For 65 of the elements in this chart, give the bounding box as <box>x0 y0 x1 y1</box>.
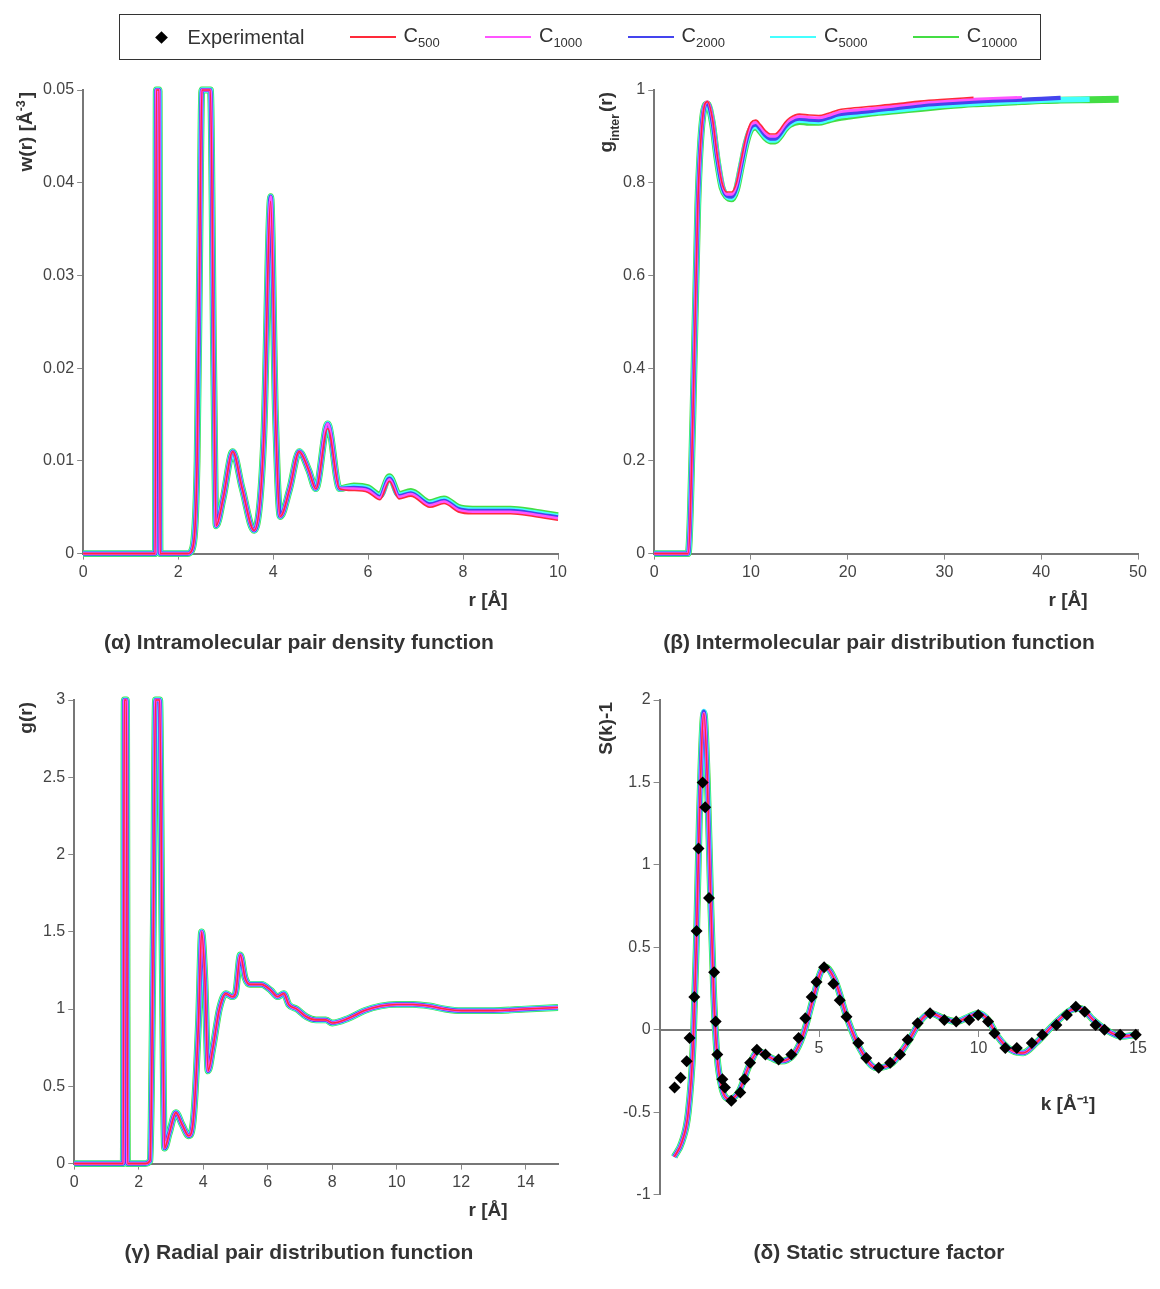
x-axis-title: r [Å] <box>1048 588 1088 610</box>
y-tick-label: 2.5 <box>42 767 66 785</box>
legend-label: C$_{10000}$ <box>966 24 1018 50</box>
y-tick-label: 2 <box>641 690 651 708</box>
x-tick-label: 10 <box>742 562 760 580</box>
y-tick-label: 0.02 <box>43 358 75 376</box>
legend-label: C$_{500}$ <box>403 24 440 50</box>
y-tick-label: 0 <box>641 1020 651 1038</box>
x-axis-title: k [Å⁻¹] <box>1040 1092 1096 1114</box>
y-tick-label: 3 <box>56 690 66 708</box>
y-tick-label: 0 <box>56 1154 66 1172</box>
y-tick-label: -0.5 <box>622 1102 651 1120</box>
y-tick-label: 1.5 <box>42 922 66 940</box>
y-tick-label: 0.01 <box>43 451 75 469</box>
y-axis-title: g(r) <box>15 702 36 734</box>
y-tick-label: 0.2 <box>622 451 646 469</box>
legend-label: C$_{2000}$ <box>681 24 725 50</box>
y-tick-label: 1 <box>636 80 646 98</box>
y-tick-label: 0.04 <box>43 173 75 191</box>
text: (β) Intermolecular pair distribution function <box>663 630 1095 654</box>
x-tick-label: 15 <box>1129 1038 1147 1056</box>
x-tick-label: 10 <box>387 1172 406 1190</box>
x-tick-label: 30 <box>935 562 954 580</box>
x-tick-label: 2 <box>134 1172 144 1190</box>
y-tick-label: 0.05 <box>43 80 75 98</box>
y-tick-label: 0.03 <box>43 265 75 283</box>
y-axis-title: S(k)-1 <box>595 701 616 755</box>
text: (α) Intramolecular pair density function <box>104 630 494 654</box>
x-tick-label: 20 <box>838 562 857 580</box>
x-tick-label: 8 <box>458 562 468 580</box>
y-tick-label: 0.5 <box>628 937 651 955</box>
x-tick-label: 2 <box>173 562 183 580</box>
y-axis-title: w(r) [Å-3] <box>14 92 36 173</box>
x-tick-label: 50 <box>1129 562 1147 580</box>
x-tick-label: 4 <box>268 562 278 580</box>
x-tick-label: 10 <box>549 562 567 580</box>
x-tick-label: 6 <box>263 1172 273 1190</box>
y-tick-label: 0.6 <box>622 265 646 283</box>
y-axis-title: ginter(r) <box>595 91 622 153</box>
legend-label: C$_{5000}$ <box>824 24 868 50</box>
x-axis-title: r [Å] <box>468 588 508 610</box>
y-tick-label: 1 <box>641 855 651 873</box>
y-tick-label: 0.5 <box>42 1076 66 1094</box>
x-tick-label: 6 <box>363 562 373 580</box>
x-tick-label: 4 <box>198 1172 208 1190</box>
text: (γ) Radial pair distribution function <box>124 1240 474 1264</box>
y-tick-label: 0 <box>636 544 646 562</box>
y-tick-label: -1 <box>636 1185 651 1203</box>
legend-label: C$_{1000}$ <box>538 24 583 50</box>
x-tick-label: 12 <box>452 1172 471 1190</box>
y-tick-label: 0.4 <box>622 358 646 376</box>
x-tick-label: 40 <box>1032 562 1051 580</box>
text: (δ) Static structure factor <box>753 1240 1005 1264</box>
y-tick-label: 1.5 <box>628 772 651 790</box>
x-tick-label: 8 <box>327 1172 337 1190</box>
x-tick-label: 14 <box>516 1172 535 1190</box>
y-tick-label: 0.8 <box>622 173 646 191</box>
x-tick-label: 0 <box>78 562 88 580</box>
y-tick-label: 1 <box>56 999 66 1017</box>
x-tick-label: 5 <box>814 1038 824 1056</box>
x-axis-title: r [Å] <box>468 1198 508 1220</box>
y-tick-label: 2 <box>56 844 66 862</box>
y-tick-label: 0 <box>65 544 75 562</box>
x-tick-label: 10 <box>969 1038 988 1056</box>
legend-label: Experimental <box>187 25 305 49</box>
